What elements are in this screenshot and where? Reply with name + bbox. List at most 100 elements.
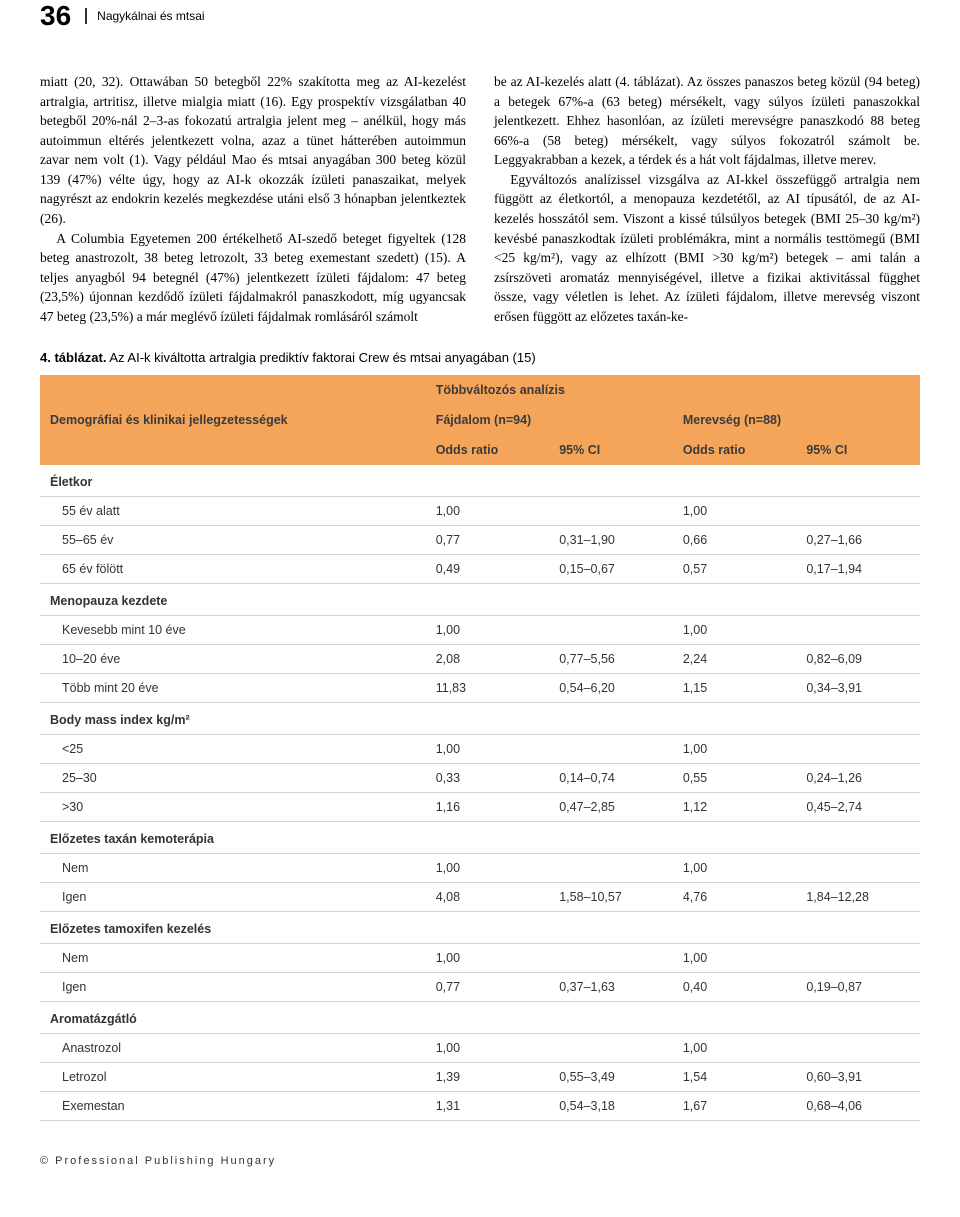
- row-value: 0,47–2,85: [549, 793, 673, 822]
- row-value: 0,60–3,91: [796, 1063, 920, 1092]
- row-value: 1,00: [426, 616, 550, 645]
- row-value: [796, 944, 920, 973]
- table-section-title: Aromatázgátló: [40, 1002, 920, 1034]
- body-paragraph: miatt (20, 32). Ottawában 50 betegből 22…: [40, 72, 466, 229]
- row-value: 1,54: [673, 1063, 797, 1092]
- row-value: 1,16: [426, 793, 550, 822]
- row-value: 0,55: [673, 764, 797, 793]
- row-value: 0,37–1,63: [549, 973, 673, 1002]
- row-value: 1,58–10,57: [549, 883, 673, 912]
- table-section-title: Életkor: [40, 465, 920, 497]
- page-footer: © Professional Publishing Hungary: [40, 1155, 920, 1167]
- row-value: 0,54–6,20: [549, 674, 673, 703]
- running-head-title: Nagykálnai és mtsai: [85, 8, 204, 25]
- row-label: Igen: [40, 883, 426, 912]
- row-value: 1,00: [673, 735, 797, 764]
- column-left: miatt (20, 32). Ottawában 50 betegből 22…: [40, 72, 466, 326]
- col-subheader-ci: 95% CI: [796, 435, 920, 465]
- table-body: Életkor55 év alatt1,001,0055–65 év0,770,…: [40, 465, 920, 1121]
- table-caption-text: Az AI-k kiváltotta artralgia prediktív f…: [106, 350, 535, 365]
- table-row: Exemestan1,310,54–3,181,670,68–4,06: [40, 1092, 920, 1121]
- column-right: be az AI-kezelés alatt (4. táblázat). Az…: [494, 72, 920, 326]
- col-subheader-ci: 95% CI: [549, 435, 673, 465]
- table-row: Nem1,001,00: [40, 944, 920, 973]
- table-row: Anastrozol1,001,00: [40, 1034, 920, 1063]
- row-label: Letrozol: [40, 1063, 426, 1092]
- row-value: 1,00: [426, 497, 550, 526]
- row-value: [796, 616, 920, 645]
- table-row: Nem1,001,00: [40, 854, 920, 883]
- row-value: 1,00: [426, 944, 550, 973]
- row-value: 0,77–5,56: [549, 645, 673, 674]
- row-label: 55 év alatt: [40, 497, 426, 526]
- row-value: 2,24: [673, 645, 797, 674]
- row-value: 0,17–1,94: [796, 555, 920, 584]
- row-value: 1,12: [673, 793, 797, 822]
- row-value: 0,66: [673, 526, 797, 555]
- row-value: 0,45–2,74: [796, 793, 920, 822]
- row-label: 10–20 éve: [40, 645, 426, 674]
- row-value: 1,00: [673, 616, 797, 645]
- row-value: 1,67: [673, 1092, 797, 1121]
- body-paragraph: be az AI-kezelés alatt (4. táblázat). Az…: [494, 72, 920, 170]
- row-value: 1,00: [673, 854, 797, 883]
- row-value: 0,77: [426, 973, 550, 1002]
- body-paragraph: Egyváltozós analízissel vizsgálva az AI-…: [494, 170, 920, 327]
- row-value: 1,00: [426, 1034, 550, 1063]
- row-value: 0,33: [426, 764, 550, 793]
- row-value: [796, 854, 920, 883]
- row-label: 25–30: [40, 764, 426, 793]
- col-header-pain: Fájdalom (n=94): [426, 405, 673, 435]
- row-value: 2,08: [426, 645, 550, 674]
- table-caption: 4. táblázat. Az AI-k kiváltotta artralgi…: [40, 350, 920, 365]
- row-value: 1,00: [673, 497, 797, 526]
- row-value: 0,82–6,09: [796, 645, 920, 674]
- table-row: Több mint 20 éve11,830,54–6,201,150,34–3…: [40, 674, 920, 703]
- table-section-title: Menopauza kezdete: [40, 584, 920, 616]
- row-label: Anastrozol: [40, 1034, 426, 1063]
- table-row: Igen4,081,58–10,574,761,84–12,28: [40, 883, 920, 912]
- page-number: 36: [40, 0, 71, 32]
- row-label: Nem: [40, 854, 426, 883]
- col-subheader-or: Odds ratio: [426, 435, 550, 465]
- row-value: [796, 1034, 920, 1063]
- row-value: 1,31: [426, 1092, 550, 1121]
- row-label: 55–65 év: [40, 526, 426, 555]
- body-columns: miatt (20, 32). Ottawában 50 betegből 22…: [40, 72, 920, 326]
- row-value: [796, 497, 920, 526]
- row-value: 0,54–3,18: [549, 1092, 673, 1121]
- row-value: 0,40: [673, 973, 797, 1002]
- table-row: 65 év fölött0,490,15–0,670,570,17–1,94: [40, 555, 920, 584]
- table-caption-lead: 4. táblázat.: [40, 350, 106, 365]
- row-label: Több mint 20 éve: [40, 674, 426, 703]
- row-value: 1,00: [426, 854, 550, 883]
- row-value: 0,14–0,74: [549, 764, 673, 793]
- row-value: 11,83: [426, 674, 550, 703]
- row-value: [549, 1034, 673, 1063]
- row-value: 1,15: [673, 674, 797, 703]
- row-value: 0,49: [426, 555, 550, 584]
- row-value: 0,19–0,87: [796, 973, 920, 1002]
- row-value: [549, 735, 673, 764]
- table-row: 55–65 év0,770,31–1,900,660,27–1,66: [40, 526, 920, 555]
- row-label: >30: [40, 793, 426, 822]
- table-row: >301,160,47–2,851,120,45–2,74: [40, 793, 920, 822]
- row-value: 1,00: [673, 944, 797, 973]
- row-value: [796, 735, 920, 764]
- table-row: <251,001,00: [40, 735, 920, 764]
- row-value: [549, 944, 673, 973]
- table-section-title: Body mass index kg/m²: [40, 703, 920, 735]
- row-value: 1,00: [673, 1034, 797, 1063]
- table-row: 25–300,330,14–0,740,550,24–1,26: [40, 764, 920, 793]
- row-value: 0,55–3,49: [549, 1063, 673, 1092]
- row-value: [549, 616, 673, 645]
- table-header: Demográfiai és klinikai jellegzetességek…: [40, 375, 920, 465]
- row-value: 0,24–1,26: [796, 764, 920, 793]
- table-section-title: Előzetes taxán kemoterápia: [40, 822, 920, 854]
- predictive-factors-table: Demográfiai és klinikai jellegzetességek…: [40, 375, 920, 1121]
- row-value: 0,27–1,66: [796, 526, 920, 555]
- col-subheader-or: Odds ratio: [673, 435, 797, 465]
- table-section-title: Előzetes tamoxifen kezelés: [40, 912, 920, 944]
- row-label: Igen: [40, 973, 426, 1002]
- row-label: <25: [40, 735, 426, 764]
